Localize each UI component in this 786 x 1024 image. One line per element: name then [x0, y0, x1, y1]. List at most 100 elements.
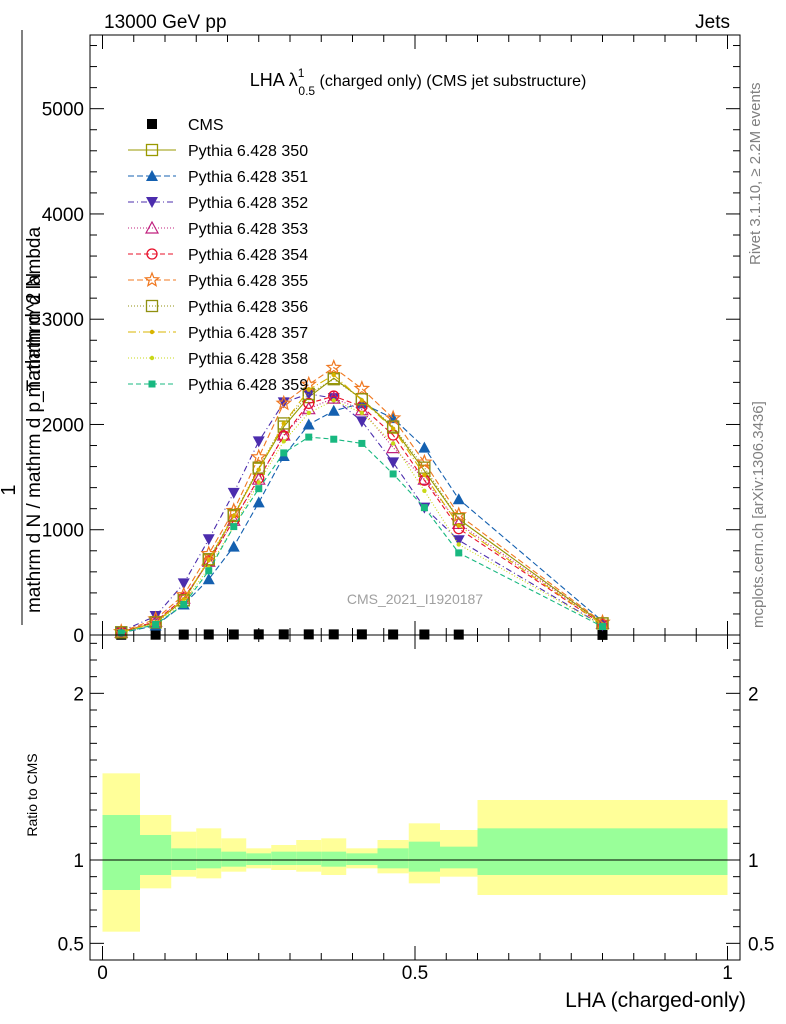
marker-dot [390, 441, 396, 446]
marker-square-small [205, 567, 213, 575]
marker-triangle-down [252, 436, 265, 448]
marker-star-open [200, 545, 217, 561]
marker-square-small [330, 435, 338, 443]
header-right: Jets [695, 12, 730, 33]
ylabel-numerator: 1 [0, 484, 20, 495]
ratio-band-stat [440, 846, 478, 869]
ratio-ylabel: Ratio to CMS [24, 753, 40, 836]
marker-square-small [305, 433, 313, 441]
marker-dot [456, 542, 461, 547]
marker-dot [456, 523, 461, 528]
rivet-text: Rivet 3.1.10, ≥ 2.2M events [747, 83, 764, 266]
ratio-band-stat [246, 853, 272, 865]
series-7 [115, 373, 609, 639]
header-left: 13000 GeV pp [104, 12, 227, 33]
marker-square-open [277, 417, 290, 430]
legend-entry: Pythia 6.428 355 [128, 271, 308, 290]
mcplots-annotation: mcplots.cern.ch [arXiv:1306.3436] [750, 401, 767, 628]
marker-triangle-down [302, 388, 315, 400]
marker-triangle-up-open [326, 390, 341, 404]
marker-dot [256, 467, 261, 472]
series-line [121, 366, 603, 633]
rivet-annotation: Rivet 3.1.10, ≥ 2.2M events [747, 83, 764, 266]
marker-square-small [280, 449, 288, 457]
legend-entry: Pythia 6.428 350 [128, 143, 308, 160]
marker-square-open [252, 461, 265, 474]
marker-star-open [143, 271, 161, 288]
marker-square-open [355, 393, 369, 406]
marker-triangle-up [252, 496, 265, 508]
marker-circle-open [146, 248, 158, 260]
series-line [121, 374, 603, 633]
legend-entry: Pythia 6.428 354 [128, 247, 308, 264]
marker-square [203, 629, 214, 640]
marker-square-open [227, 508, 240, 522]
marker-square-open [386, 420, 400, 433]
series-line [121, 436, 603, 634]
main-ytick-label: 3000 [42, 310, 84, 331]
ratio-ylabel-text: Ratio to CMS [24, 753, 40, 836]
marker-triangle-down [227, 487, 240, 499]
marker-dot [422, 488, 427, 493]
ratio-ytick-label-right: 2 [748, 684, 759, 705]
legend-entry: Pythia 6.428 358 [128, 351, 308, 368]
marker-square [419, 629, 430, 640]
legend-entry: Pythia 6.428 353 [128, 220, 308, 238]
marker-triangle-up-open [144, 220, 160, 234]
marker-triangle-down [202, 534, 215, 546]
marker-square [253, 629, 264, 640]
legend-label: CMS [188, 117, 224, 134]
marker-dot [331, 398, 336, 403]
marker-triangle-down [146, 197, 158, 208]
marker-dot [359, 398, 365, 403]
marker-square [278, 629, 289, 640]
marker-triangle-up [452, 493, 465, 505]
main-ytick-label: 0 [73, 626, 84, 647]
legend-label: Pythia 6.428 359 [188, 377, 308, 394]
ratio-band-stat [221, 851, 247, 867]
legend-entry: Pythia 6.428 351 [128, 169, 308, 186]
marker-square-small [358, 439, 366, 447]
main-title: LHA λ1 0.5 (charged only) (CMS jet substr… [250, 66, 587, 98]
mcplots-text: mcplots.cern.ch [arXiv:1306.3436] [750, 401, 767, 628]
marker-dot [231, 513, 236, 519]
marker-triangle-up [227, 540, 240, 552]
marker-triangle-down [387, 457, 400, 469]
marker-square-small [455, 549, 463, 557]
marker-dot [359, 410, 365, 416]
marker-square-small [148, 380, 156, 388]
marker-square [228, 629, 239, 640]
marker-dot [149, 329, 155, 335]
main-ytick-label: 2000 [42, 415, 84, 436]
legend-label: Pythia 6.428 352 [188, 195, 308, 212]
marker-square [388, 629, 399, 640]
marker-star-open [275, 394, 292, 411]
marker-dot [149, 355, 155, 361]
legend-label: Pythia 6.428 355 [188, 273, 308, 290]
marker-triangle-up [302, 418, 315, 430]
series-line [121, 393, 603, 632]
marker-square-open [115, 626, 128, 639]
marker-square [328, 629, 339, 640]
ratio-panel-frame [89, 634, 741, 961]
series-line [121, 399, 603, 634]
ratio-xtick-label: 0.5 [402, 963, 428, 984]
marker-star-open [325, 358, 342, 375]
marker-dot [281, 439, 286, 444]
legend-label: Pythia 6.428 351 [188, 169, 308, 186]
series-3 [115, 388, 609, 638]
xlabel: LHA (charged-only) [565, 989, 746, 1012]
marker-triangle-down [177, 578, 190, 590]
marker-square [356, 629, 367, 640]
legend-entry: CMS [147, 117, 224, 134]
marker-dot [306, 387, 311, 392]
marker-star-open [450, 506, 467, 523]
marker-star-open [250, 448, 267, 465]
marker-triangle-up [146, 170, 158, 181]
marker-dot [206, 558, 211, 563]
ratio-band-stat [477, 828, 728, 875]
marker-square [303, 629, 314, 640]
marker-dot [390, 426, 396, 431]
marker-dot [181, 597, 186, 602]
